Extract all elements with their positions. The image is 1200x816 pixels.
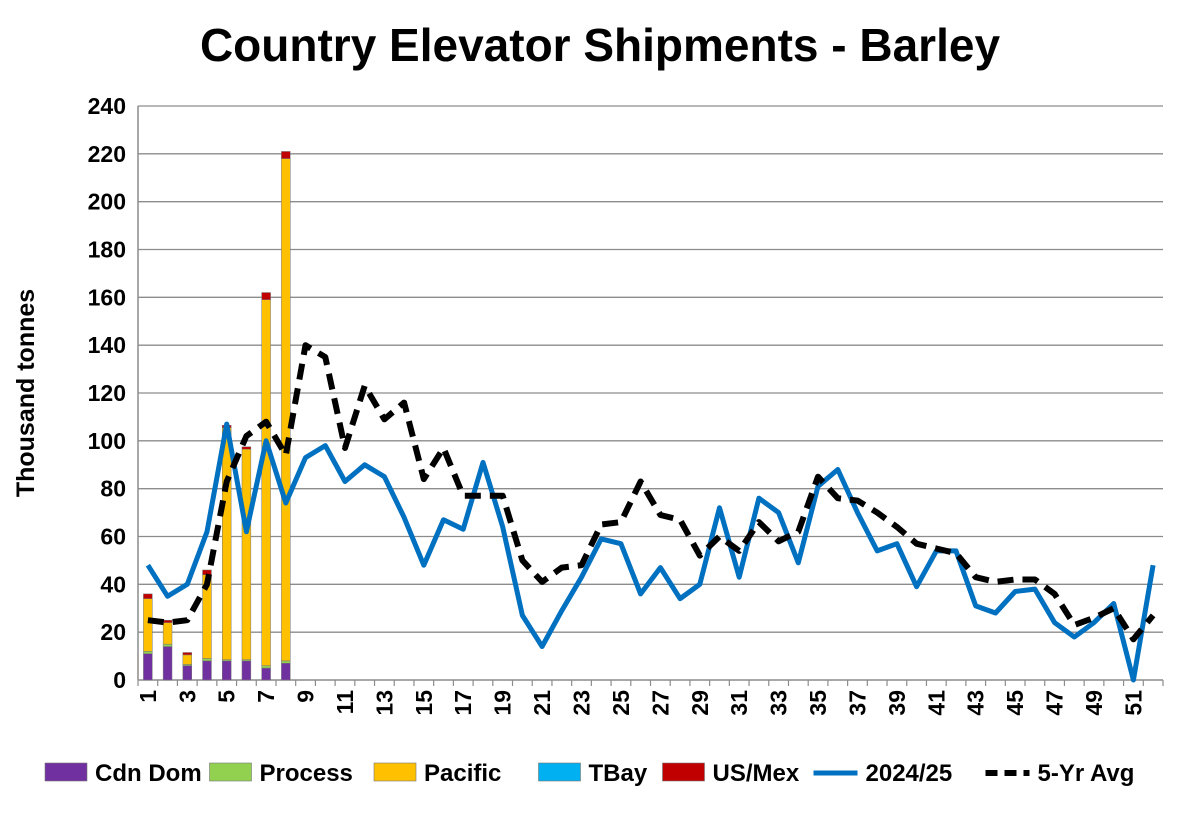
bar-process xyxy=(202,658,212,662)
x-tick-label: 1 xyxy=(135,690,161,703)
x-tick-label: 51 xyxy=(1120,690,1146,716)
bar-us-mex xyxy=(143,593,153,599)
x-tick-label: 49 xyxy=(1081,690,1107,716)
bar-us-mex xyxy=(182,652,192,656)
bar-us-mex xyxy=(281,151,291,159)
bar-us-mex xyxy=(261,292,271,300)
bar-cdn-dom xyxy=(261,667,271,681)
lines xyxy=(145,342,1156,683)
y-axis-ticks: 0 20 40 60 80 100 120 140 160 180 200 220 240 xyxy=(88,93,126,693)
legend-label: Pacific xyxy=(424,760,501,787)
legend-swatch xyxy=(209,762,252,782)
y-tick-label: 20 xyxy=(100,619,126,645)
x-tick-label: 25 xyxy=(608,690,634,716)
x-tick-label: 23 xyxy=(569,690,595,716)
y-tick-label: 240 xyxy=(88,93,126,119)
bar-cdn-dom xyxy=(281,663,291,681)
y-tick-label: 0 xyxy=(113,667,126,693)
x-tick-label: 15 xyxy=(411,690,437,716)
x-tick-label: 43 xyxy=(963,690,989,716)
bar-cdn-dom xyxy=(143,653,153,681)
x-tick-label: 19 xyxy=(490,690,516,716)
bar-pacific xyxy=(182,654,192,665)
bar-pacific xyxy=(281,158,291,662)
bar-pacific xyxy=(241,448,252,660)
y-tick-label: 140 xyxy=(88,332,126,358)
x-tick-label: 39 xyxy=(884,690,910,716)
line-2024-25 xyxy=(145,421,1156,683)
y-tick-label: 180 xyxy=(88,237,126,263)
y-axis-title: Thousand tonnes xyxy=(12,289,40,497)
bar-process xyxy=(143,651,153,654)
x-tick-label: 35 xyxy=(805,690,831,716)
x-tick-label: 7 xyxy=(253,690,279,703)
x-tick-label: 37 xyxy=(844,690,870,716)
chart-title: Country Elevator Shipments - Barley xyxy=(199,19,1001,71)
bar-cdn-dom xyxy=(202,660,212,681)
x-tick-label: 11 xyxy=(332,690,358,715)
legend-swatch xyxy=(373,762,417,782)
line-5-yr-avg xyxy=(147,342,1156,643)
legend-label: 5-Yr Avg xyxy=(1038,760,1135,787)
x-tick-label: 27 xyxy=(647,690,673,716)
legend-swatch xyxy=(44,762,88,782)
bar-pacific xyxy=(162,622,173,645)
y-tick-label: 60 xyxy=(100,524,126,550)
bar-us-mex xyxy=(241,446,252,450)
x-tick-label: 3 xyxy=(174,690,200,703)
bar-cdn-dom xyxy=(182,665,192,681)
y-tick-label: 100 xyxy=(88,428,126,454)
bar-pacific xyxy=(222,427,232,660)
bar-cdn-dom xyxy=(162,646,173,681)
y-tick-label: 160 xyxy=(88,284,126,310)
x-tick-label: 5 xyxy=(214,690,240,703)
bar-cdn-dom xyxy=(222,660,232,681)
legend-label: US/Mex xyxy=(713,760,800,787)
bar-process xyxy=(261,665,271,669)
x-tick-label: 45 xyxy=(1002,690,1028,716)
y-tick-label: 40 xyxy=(100,571,126,597)
bar-process xyxy=(162,643,173,647)
bar-cdn-dom xyxy=(241,660,252,681)
y-tick-label: 220 xyxy=(88,141,126,167)
bar-us-mex xyxy=(162,619,173,623)
legend: Cdn Dom Process Pacific TBay US/Mex 2024/25 5-… xyxy=(44,760,1135,787)
legend-label: Cdn Dom xyxy=(95,760,202,787)
x-tick-label: 41 xyxy=(923,690,949,716)
x-tick-label: 13 xyxy=(371,690,397,716)
legend-swatch xyxy=(662,762,705,782)
x-tick-label: 31 xyxy=(726,690,752,716)
legend-swatch xyxy=(538,762,581,782)
y-tick-label: 200 xyxy=(88,189,126,215)
bar-pacific xyxy=(261,299,271,666)
x-axis-ticks: 1 3 5 7 9 11 13 15 17 19 21 23 25 27 29 31 33 35 37 39 41 43 4… xyxy=(135,680,1164,716)
bars xyxy=(143,151,291,681)
x-tick-label: 21 xyxy=(529,690,555,716)
x-tick-label: 29 xyxy=(687,690,713,716)
bar-pacific xyxy=(143,598,153,652)
gridlines xyxy=(138,105,1163,633)
x-tick-label: 9 xyxy=(293,690,319,703)
legend-label: Process xyxy=(260,760,353,787)
y-tick-label: 120 xyxy=(88,380,126,406)
x-tick-label: 47 xyxy=(1042,690,1068,716)
x-tick-label: 33 xyxy=(766,690,792,716)
legend-label: TBay xyxy=(589,760,648,787)
bar-process xyxy=(281,660,291,664)
legend-label: 2024/25 xyxy=(866,760,953,787)
x-tick-label: 17 xyxy=(450,690,476,716)
y-tick-label: 80 xyxy=(100,476,126,502)
